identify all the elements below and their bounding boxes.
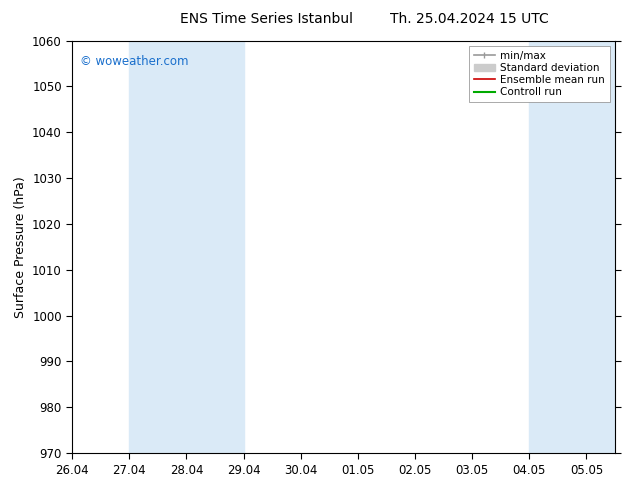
Text: © woweather.com: © woweather.com [81,55,189,68]
Y-axis label: Surface Pressure (hPa): Surface Pressure (hPa) [13,176,27,318]
Text: ENS Time Series Istanbul: ENS Time Series Istanbul [180,12,353,26]
Text: Th. 25.04.2024 15 UTC: Th. 25.04.2024 15 UTC [390,12,548,26]
Bar [129,41,243,453]
Legend: min/max, Standard deviation, Ensemble mean run, Controll run: min/max, Standard deviation, Ensemble me… [469,46,610,102]
Bar [529,41,634,453]
